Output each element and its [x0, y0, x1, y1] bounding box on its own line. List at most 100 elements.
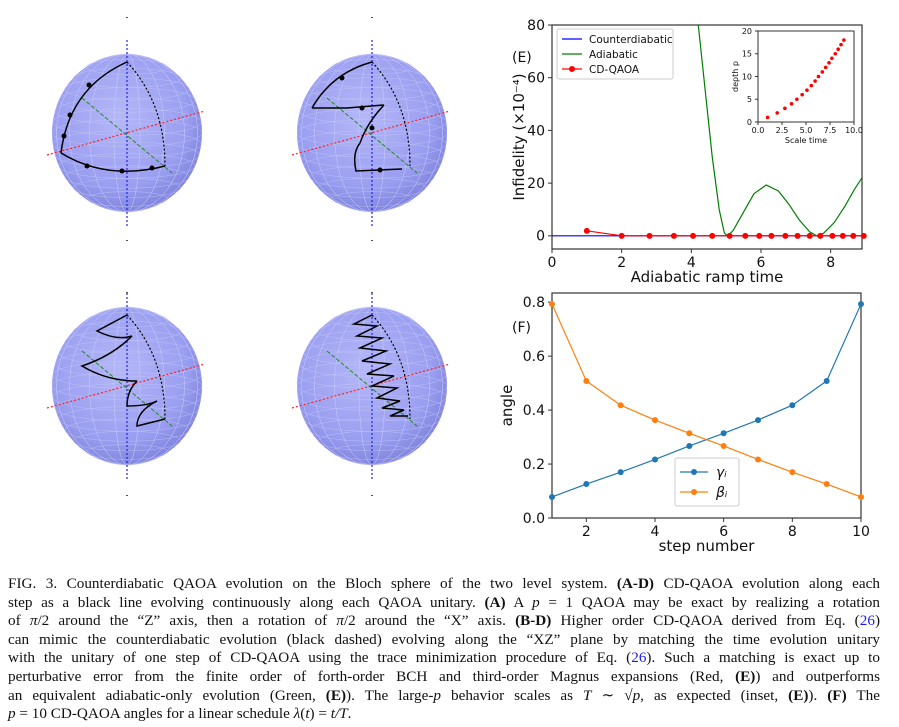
- x-tick-label: 2: [617, 255, 626, 271]
- beta-point: [755, 456, 761, 463]
- formula-fraction: [126, 495, 128, 496]
- angle-chart: 2 4 6 8 10 0.0 0.2 0.4 0.6 0.8 step number angle (F)…: [498, 292, 870, 555]
- cd-qaoa-point: [860, 232, 867, 239]
- x-tick-label: 0: [548, 255, 557, 271]
- y-tick-label: 0.0: [523, 511, 545, 527]
- latitude-line: [330, 191, 414, 207]
- latitude-line: [299, 350, 445, 378]
- caption-text: t: [305, 705, 310, 723]
- fraction-numerator: [126, 495, 128, 496]
- cd-qaoa-point: [726, 232, 733, 239]
- sphere-group: [291, 293, 451, 479]
- fraction-numerator: [371, 17, 373, 18]
- inset-y-tick-label: 0: [747, 118, 752, 127]
- sphere-group: [46, 40, 206, 226]
- caption-text: = 1 QAOA may be exact by realizing a rot…: [539, 593, 880, 611]
- legend-label: βᵢ: [715, 485, 728, 501]
- caption-line: step as a black line evolving continuous…: [8, 594, 880, 613]
- cd-qaoa-path: [359, 104, 385, 144]
- inset-x-tick-label: 10.0: [845, 126, 863, 135]
- cd-qaoa-point: [829, 232, 836, 239]
- beta-point: [720, 442, 727, 449]
- caption-text: t/T: [330, 705, 348, 723]
- caption-text: p: [433, 686, 441, 704]
- y-tick-label: 20: [527, 176, 545, 192]
- caption-text: /2 around the “Z” axis, then a rotation …: [37, 612, 337, 630]
- caption-text: step as a black line evolving continuous…: [8, 593, 485, 611]
- caption-text: .: [347, 705, 352, 723]
- cd-qaoa-point: [709, 232, 716, 239]
- legend: Counterdiabatic Adiabatic CD-QAOA: [556, 28, 674, 80]
- gamma-point: [652, 456, 658, 463]
- caption-text: behavior scales as: [440, 686, 584, 704]
- beta-line: [551, 303, 862, 498]
- caption-text: ). The large-: [346, 686, 434, 704]
- caption-text: ): [874, 612, 880, 630]
- y-axis: [291, 110, 451, 156]
- cd-qaoa-point: [646, 232, 653, 239]
- arrow-marker-icon: [67, 112, 73, 118]
- caption-text: (B-D): [515, 612, 552, 630]
- y-axis: [291, 363, 451, 409]
- y-tick-label: 0.2: [523, 457, 545, 473]
- gamma-point: [823, 377, 830, 384]
- formula-down-state: [124, 292, 130, 293]
- legend-label: Counterdiabatic: [589, 34, 673, 46]
- gamma-point: [720, 430, 727, 437]
- inset-point: [809, 83, 814, 88]
- beta-point: [686, 430, 693, 437]
- equation-reference-link[interactable]: 26: [631, 649, 647, 667]
- cd-qaoa-path: [80, 335, 138, 382]
- legend-box: [674, 457, 740, 507]
- caption-text: ) and outperforms: [755, 667, 881, 685]
- figure-caption: FIG. 3. Counterdiabatic QAOA evolution o…: [8, 575, 880, 724]
- sphere-group: [46, 293, 206, 479]
- equation-reference-link[interactable]: 26: [859, 612, 875, 630]
- x-tick-label: 8: [788, 524, 797, 540]
- caption-text: A: [505, 593, 533, 611]
- caption-text: λ: [293, 705, 301, 723]
- fraction-numerator: [126, 292, 128, 293]
- fraction-numerator: [371, 240, 373, 241]
- inset-x-axis-label: Scale time: [785, 136, 827, 145]
- formula-up-state: [124, 495, 130, 496]
- formula-fraction: [371, 17, 373, 18]
- gamma-point: [686, 442, 693, 449]
- cd-qaoa-point: [794, 232, 801, 239]
- beta-point: [823, 481, 830, 488]
- caption-text: (E): [325, 686, 347, 704]
- formula-up-state: [369, 495, 375, 496]
- inset-point: [820, 70, 825, 74]
- x-tick-label: 8: [826, 255, 835, 271]
- inset-point: [833, 51, 838, 56]
- legend: γᵢ βᵢ: [674, 457, 740, 507]
- legend-marker: [691, 489, 697, 495]
- panel-label: (F): [512, 320, 531, 336]
- latitude-line: [85, 444, 169, 460]
- beta-point: [652, 417, 658, 424]
- inset-point: [839, 42, 843, 47]
- formula-fraction: [126, 17, 128, 18]
- cd-qaoa-point: [670, 232, 677, 239]
- latitude-line: [85, 191, 169, 207]
- inset-point: [816, 74, 821, 79]
- inset-x-tick-label: 0.0: [752, 126, 765, 135]
- latitude-line: [330, 444, 414, 460]
- caption-text: The: [846, 686, 880, 704]
- inset-point: [836, 47, 840, 51]
- bloch-sphere: [291, 293, 451, 479]
- bloch-sphere: [46, 293, 206, 479]
- caption-line: p = 10 CD-QAOA angles for a linear sched…: [8, 705, 880, 724]
- legend-label: CD-QAOA: [589, 64, 640, 76]
- arrow-marker-icon: [339, 75, 345, 81]
- caption-text: FIG. 3. Counterdiabatic QAOA evolution o…: [8, 575, 617, 592]
- inset-point: [842, 38, 846, 42]
- caption-text: (E): [735, 667, 756, 685]
- caption-line: an equivalent adiabatic-only evolution (…: [8, 687, 880, 706]
- inset-point: [765, 115, 770, 120]
- cd-qaoa-point: [839, 232, 846, 239]
- y-tick-label: 40: [527, 123, 545, 139]
- y-axis-label: angle: [498, 385, 516, 427]
- latitude-line: [54, 350, 200, 378]
- y-axis: [46, 110, 206, 156]
